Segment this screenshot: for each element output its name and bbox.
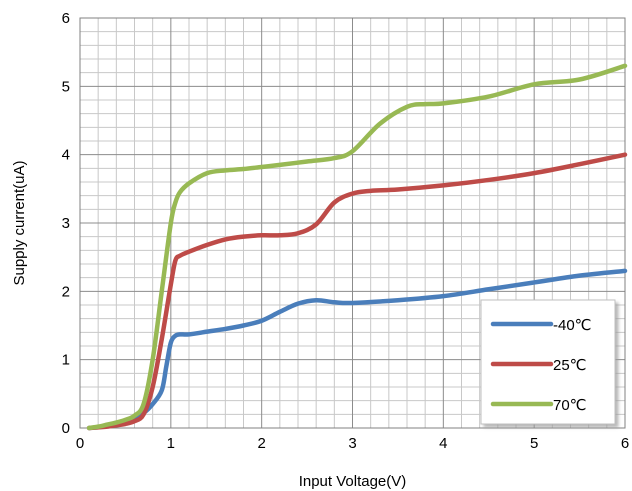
series-line-2 [86, 63, 628, 431]
plot-border [79, 17, 626, 429]
series-lines [86, 63, 628, 431]
x-tick-label: 3 [348, 435, 356, 452]
legend-label: -40℃ [553, 317, 592, 334]
x-tick-label: 5 [530, 435, 538, 452]
y-tick-label: 5 [62, 78, 70, 95]
legend-label: 70℃ [553, 397, 587, 414]
y-tick-label: 0 [62, 420, 70, 437]
legend: -40℃ 25℃ 70℃ [480, 299, 616, 425]
x-tick-label: 2 [257, 435, 265, 452]
y-tick-label: 4 [62, 147, 70, 164]
x-tick-label: 4 [439, 435, 447, 452]
x-axis-tick-labels: 0 1 2 3 4 5 6 [76, 435, 629, 452]
y-tick-label: 3 [62, 215, 70, 232]
y-tick-label: 2 [62, 283, 70, 300]
y-tick-label: 1 [62, 352, 70, 369]
y-axis-tick-labels: 0 1 2 3 4 5 6 [62, 10, 70, 437]
y-tick-label: 6 [62, 10, 70, 27]
x-axis-title: Input Voltage(V) [299, 473, 407, 490]
series-line-1 [86, 152, 628, 431]
x-tick-label: 0 [76, 435, 84, 452]
x-tick-label: 6 [621, 435, 629, 452]
legend-label: 25℃ [553, 357, 587, 374]
y-axis-title: Supply current(uA) [11, 160, 28, 285]
x-tick-label: 1 [167, 435, 175, 452]
